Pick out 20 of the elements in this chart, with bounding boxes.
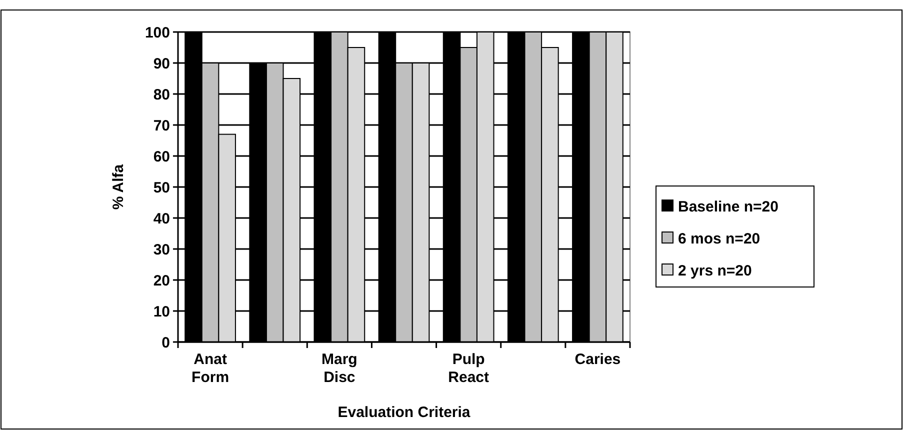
y-axis-title: % Alfa [110, 164, 127, 210]
y-tick-label: 60 [153, 148, 170, 166]
y-tick-label: 40 [153, 210, 170, 228]
x-tick-label: Caries [574, 351, 621, 368]
x-tick-label: Anat Form [192, 351, 230, 386]
legend-label: 2 yrs n=20 [678, 262, 752, 280]
y-tick-label: 70 [153, 117, 170, 134]
y-tick-label: 50 [153, 179, 170, 196]
x-tick-label: Marg Disc [322, 351, 358, 386]
y-tick-label: 30 [153, 241, 170, 258]
y-tick-label: 90 [153, 55, 170, 72]
y-tick-label: 20 [153, 272, 170, 290]
y-tick-label: 80 [153, 86, 170, 104]
legend-label: 6 mos n=20 [678, 230, 760, 248]
y-tick-label: 0 [162, 334, 170, 352]
x-axis-title: Evaluation Criteria [338, 404, 471, 421]
y-tick-label: 100 [144, 24, 170, 42]
legend-label: Baseline n=20 [678, 198, 778, 216]
y-tick-label: 10 [153, 303, 170, 320]
x-tick-label: Pulp React [448, 351, 489, 386]
